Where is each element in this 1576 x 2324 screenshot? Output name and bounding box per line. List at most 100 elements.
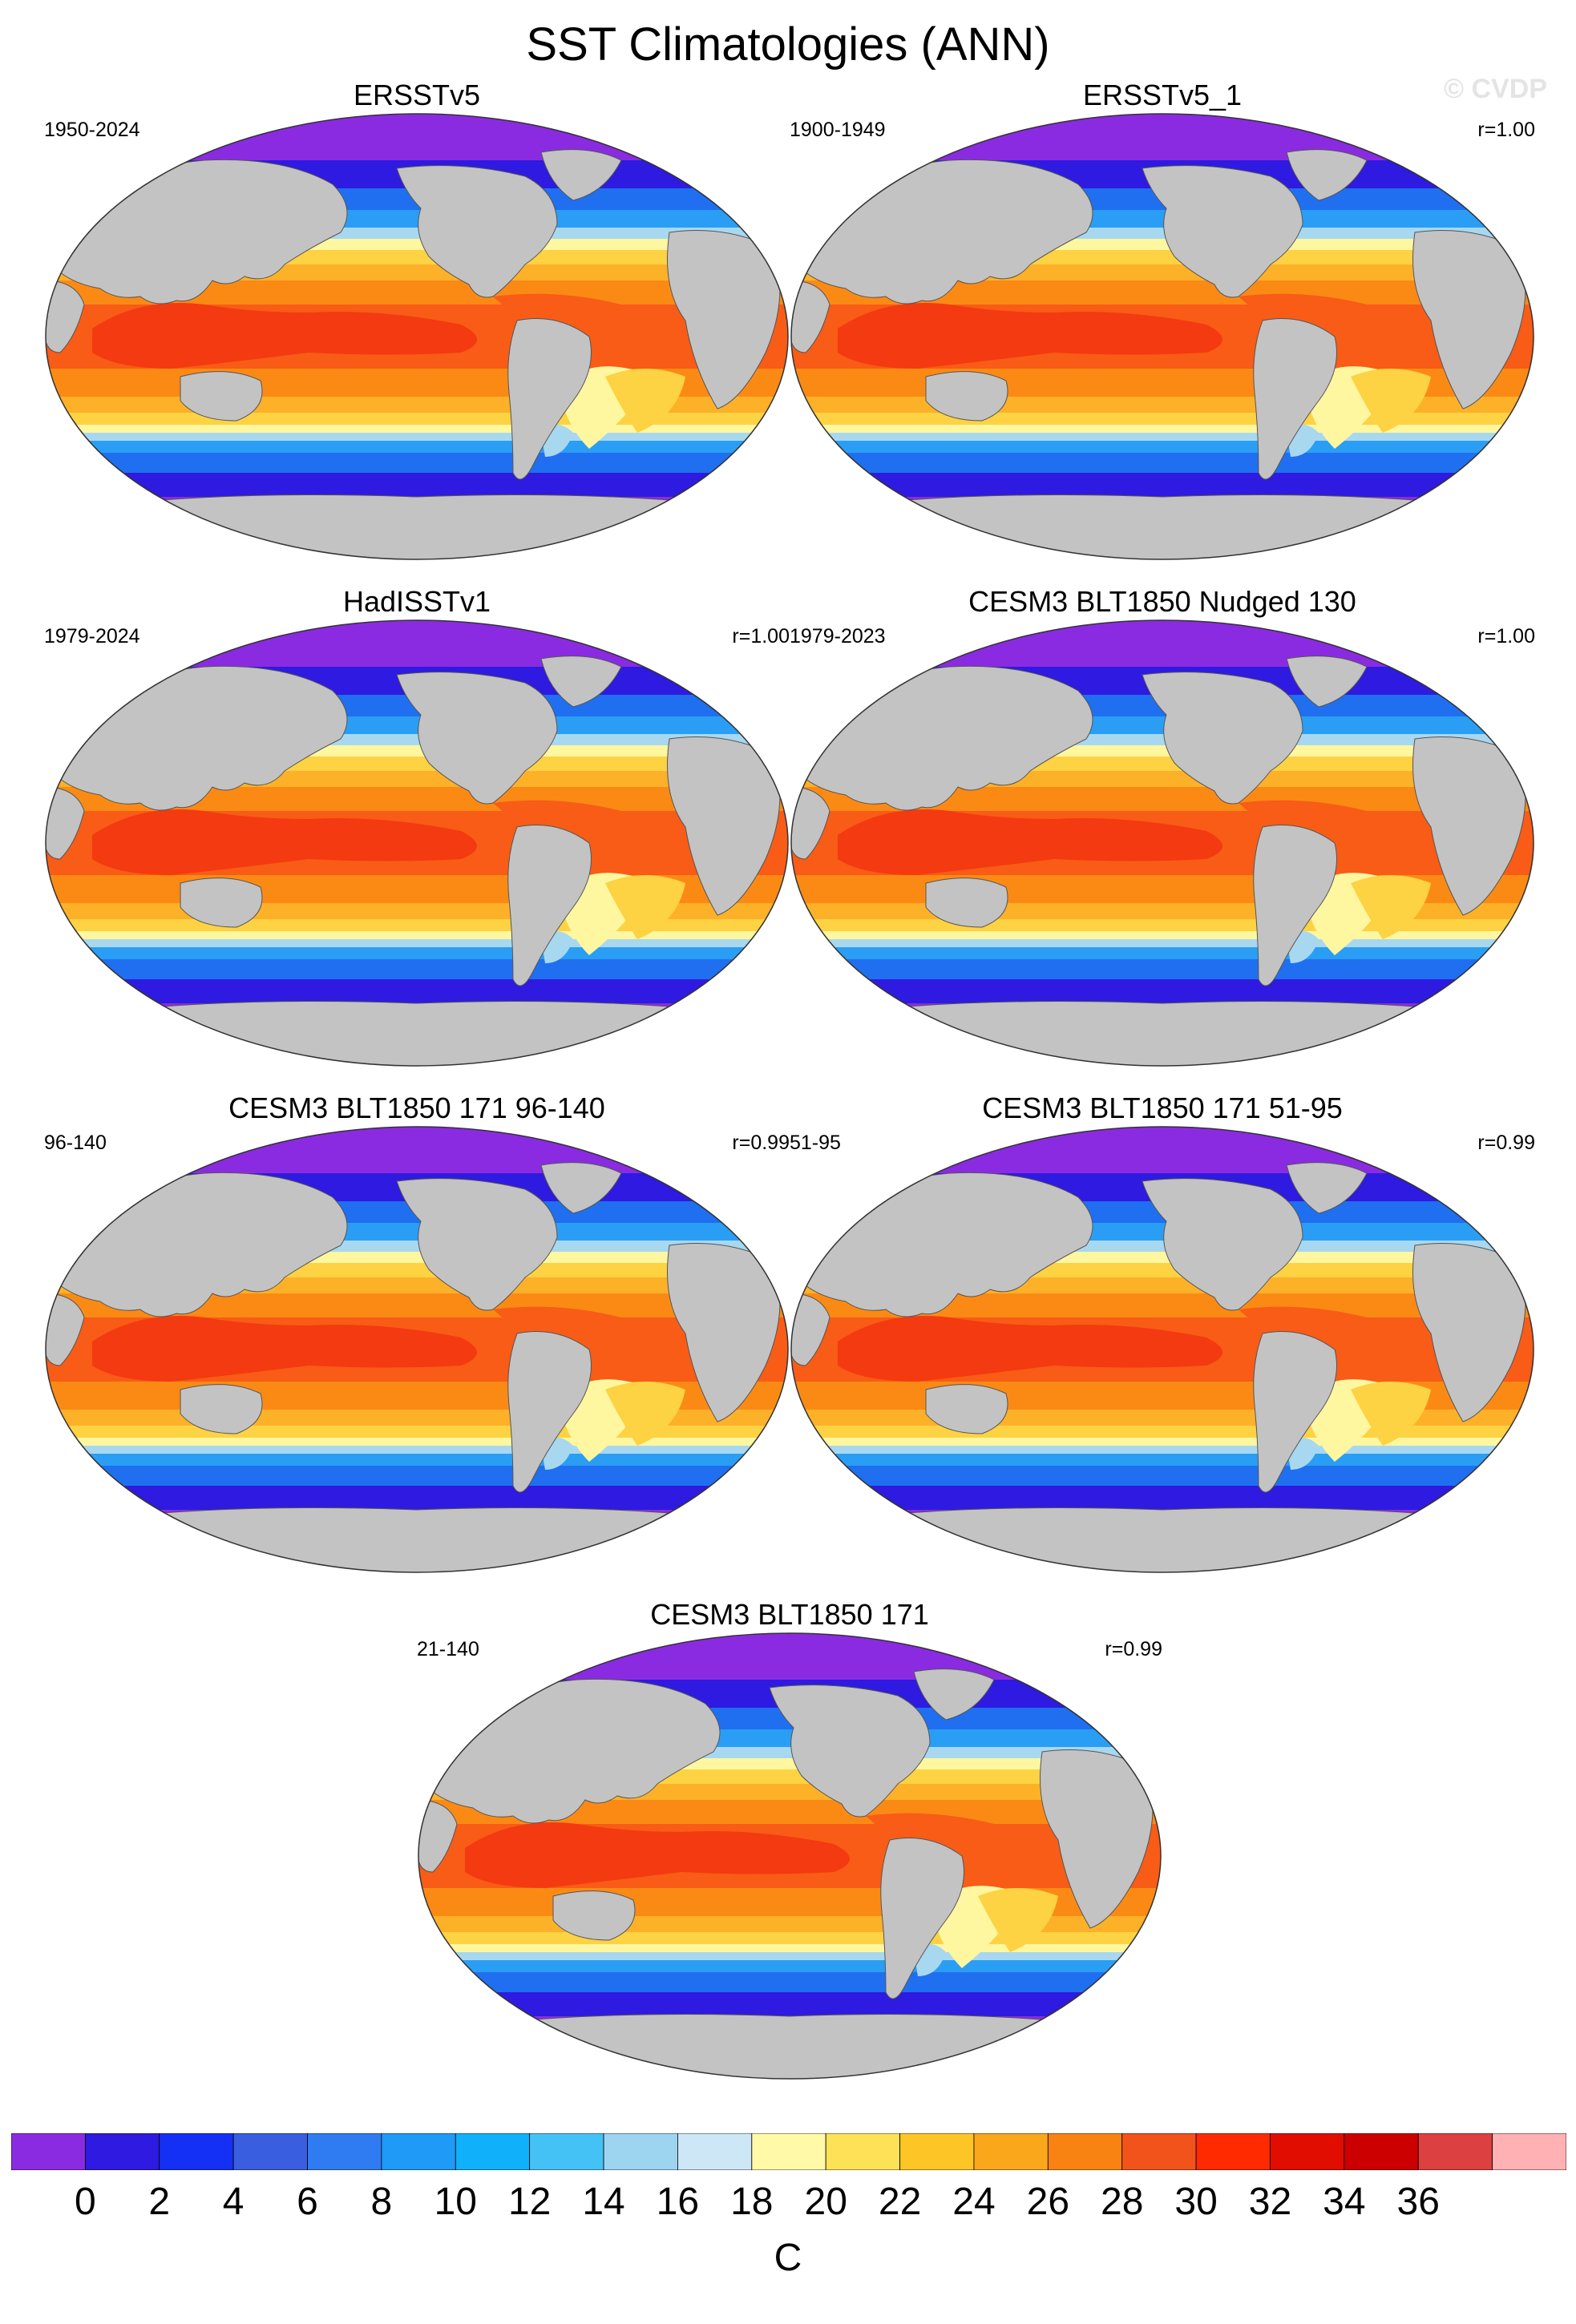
sst-map	[45, 113, 789, 560]
sst-band	[418, 1992, 1161, 2020]
land-mass	[46, 1507, 788, 1572]
panel-title: CESM3 BLT1850 171 96-140	[228, 1091, 605, 1124]
colorbar-swatch	[825, 2133, 900, 2170]
colorbar-swatch	[1121, 2133, 1197, 2170]
land-mass	[507, 825, 592, 986]
sst-anomaly-region	[493, 1306, 621, 1338]
panel-title: ERSSTv5_1	[1082, 79, 1243, 111]
colorbar-tick-label: 0	[75, 2181, 96, 2223]
colorbar-swatch	[1344, 2133, 1419, 2170]
sst-anomaly-region	[838, 1316, 1222, 1382]
colorbar-swatch	[1270, 2133, 1345, 2170]
panel-period: 1979-2023	[790, 625, 886, 648]
colorbar-swatch	[232, 2133, 308, 2170]
sst-field	[46, 1127, 788, 1572]
land-mass	[1142, 672, 1303, 805]
panel-title: HadISSTv1	[342, 585, 491, 618]
panel-title: CESM3 BLT1850 Nudged 130	[968, 585, 1356, 618]
colorbar-swatch	[84, 2133, 160, 2170]
land-mass	[46, 494, 788, 559]
land-mass	[1253, 825, 1337, 986]
land-mass	[1286, 656, 1368, 708]
colorbar-tick-label: 16	[656, 2181, 700, 2223]
map-boundary	[45, 113, 789, 560]
land-mass	[396, 1178, 558, 1311]
sst-band	[791, 1486, 1534, 1514]
colorbar-tick-label: 10	[434, 2181, 477, 2223]
land-mass	[1286, 1162, 1368, 1214]
colorbar-swatch	[381, 2133, 456, 2170]
panel-period: 1900-1949	[790, 119, 886, 141]
sst-anomaly-region	[1351, 875, 1431, 939]
sst-field	[791, 1127, 1534, 1572]
sst-field	[46, 114, 788, 559]
colorbar	[11, 2133, 1566, 2170]
sst-map	[418, 1632, 1162, 2080]
colorbar-tick-label: 28	[1101, 2181, 1144, 2223]
land-mass	[925, 371, 1008, 422]
map-boundary	[45, 1126, 789, 1573]
sst-anomaly-region	[1351, 1382, 1431, 1446]
sst-anomaly-region	[1239, 293, 1367, 325]
colorbar-swatch	[603, 2133, 678, 2170]
sst-anomaly-region	[92, 809, 477, 875]
sst-anomaly-region	[1351, 369, 1431, 433]
colorbar-tick-label: 32	[1248, 2181, 1292, 2223]
sst-anomaly-region	[92, 1316, 477, 1382]
colorbar-tick-label: 14	[582, 2181, 625, 2223]
colorbar-tick-label: 34	[1323, 2181, 1366, 2223]
map-panel: HadISSTv1 1979-2024 r=1.00	[44, 585, 790, 1067]
sst-anomaly-region	[866, 1813, 994, 1844]
colorbar-tick-label: 20	[804, 2181, 847, 2223]
land-mass	[418, 2014, 1161, 2079]
sst-anomaly-region	[493, 800, 621, 831]
map-panel: CESM3 BLT1850 171 96-140 96-140 r=0.99	[44, 1091, 790, 1573]
colorbar-tick-label: 2	[148, 2181, 171, 2223]
sst-map	[45, 619, 789, 1067]
colorbar-tick-label: 22	[878, 2181, 922, 2223]
colorbar-swatch	[1417, 2133, 1493, 2170]
sst-band	[46, 979, 788, 1007]
sst-map	[790, 619, 1534, 1067]
colorbar-swatch	[973, 2133, 1049, 2170]
sst-band	[791, 979, 1534, 1007]
land-mass	[46, 280, 85, 353]
colorbar-tick-label: 24	[952, 2181, 996, 2223]
land-mass	[791, 280, 830, 353]
colorbar-tick-label: 6	[297, 2181, 318, 2223]
cvdp-watermark: © CVDP	[1444, 74, 1547, 104]
panel-title: ERSSTv5	[353, 79, 481, 111]
map-boundary	[790, 1126, 1534, 1573]
panel-title: CESM3 BLT1850 171	[650, 1598, 929, 1631]
colorbar-swatch	[307, 2133, 382, 2170]
map-boundary	[45, 619, 789, 1067]
sst-anomaly-region	[493, 293, 621, 325]
figure-title: SST Climatologies (ANN)	[526, 18, 1050, 71]
colorbar-swatch	[751, 2133, 826, 2170]
map-boundary	[790, 113, 1534, 560]
sst-band	[418, 1633, 1161, 1688]
panel-correlation: r=0.99	[1105, 1638, 1162, 1660]
land-mass	[1286, 149, 1368, 201]
sst-band	[791, 620, 1534, 675]
land-mass	[540, 149, 622, 201]
panel-period: 1979-2024	[44, 625, 140, 648]
colorbar-tick-labels: 0 2 4 6 8 10 12 14 16 18 20 22 24 26 28 30 32 34 36	[0, 2180, 1576, 2228]
colorbar-swatch	[677, 2133, 753, 2170]
land-mass	[1142, 1178, 1303, 1311]
sst-anomaly-region	[605, 1382, 685, 1446]
sst-band	[46, 114, 788, 168]
panel-correlation: r=0.99	[732, 1132, 790, 1154]
panel-correlation: r=1.00	[1477, 119, 1535, 141]
colorbar-tick-label: 8	[370, 2181, 393, 2223]
map-boundary	[790, 619, 1534, 1067]
sst-band	[791, 473, 1534, 501]
land-mass	[507, 1331, 592, 1493]
sst-anomaly-region	[838, 303, 1222, 369]
panel-title: CESM3 BLT1850 171 51-95	[982, 1091, 1343, 1124]
colorbar-swatch	[1492, 2133, 1566, 2170]
land-mass	[507, 318, 592, 480]
land-mass	[418, 1799, 458, 1873]
panel-correlation: r=0.99	[1477, 1132, 1535, 1154]
map-panel: CESM3 BLT1850 171 51-95 51-95 r=0.99	[790, 1091, 1535, 1573]
